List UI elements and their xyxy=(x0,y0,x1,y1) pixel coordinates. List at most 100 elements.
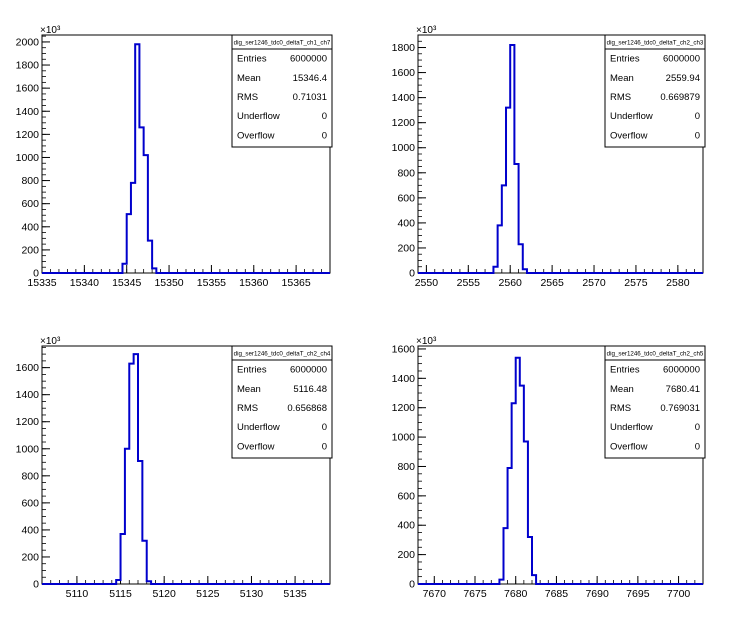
y-multiplier-label: ×10³ xyxy=(40,336,61,347)
x-tick-label: 15355 xyxy=(197,277,226,289)
stats-value: 6000000 xyxy=(290,365,327,376)
histogram-outline xyxy=(42,353,330,585)
y-tick-label: 1400 xyxy=(16,106,40,118)
x-tick-label: 2575 xyxy=(624,277,648,289)
y-axis: 0 200 400 600 800 1000 1200 1400 1600 xyxy=(16,346,50,591)
x-tick-label: 7695 xyxy=(626,588,650,600)
y-tick-label: 1800 xyxy=(16,60,40,72)
x-axis: 7670 7675 7680 7685 7690 7695 7700 xyxy=(417,576,704,600)
y-tick-label: 1600 xyxy=(392,343,416,355)
histogram-series xyxy=(418,44,703,274)
stats-label: Entries xyxy=(610,365,640,376)
stats-label: Entries xyxy=(237,54,267,65)
x-tick-label: 2565 xyxy=(540,277,564,289)
histogram-panel-1: 0 200 400 600 800 1000 1200 1400 1600 1800 2000×10… xyxy=(16,25,333,289)
stats-box-title: dig_ser1246_tdc0_deltaT_ch2_ch4 xyxy=(234,351,331,358)
y-tick-label: 200 xyxy=(21,244,39,256)
stats-label: Overflow xyxy=(610,130,648,141)
y-tick-label: 1600 xyxy=(16,362,40,374)
x-tick-label: 15335 xyxy=(27,277,56,289)
y-tick-label: 0 xyxy=(33,579,39,591)
stats-value: 0 xyxy=(322,111,327,122)
stats-label: Underflow xyxy=(237,422,280,433)
histogram-outline xyxy=(418,356,703,585)
x-tick-label: 15340 xyxy=(70,277,99,289)
y-tick-label: 1000 xyxy=(392,142,416,154)
stats-label: Overflow xyxy=(237,441,275,452)
y-tick-label: 0 xyxy=(33,268,39,280)
y-axis: 0 200 400 600 800 1000 1200 1400 1600 1800 xyxy=(392,34,426,280)
y-tick-label: 2000 xyxy=(16,36,40,48)
y-tick-label: 200 xyxy=(397,242,415,254)
x-tick-label: 5120 xyxy=(153,588,177,600)
x-tick-label: 15345 xyxy=(112,277,141,289)
x-tick-label: 15360 xyxy=(239,277,268,289)
stats-value: 0 xyxy=(695,130,700,141)
stats-label: Underflow xyxy=(610,111,653,122)
x-tick-label: 15365 xyxy=(282,277,311,289)
histogram-outline xyxy=(418,44,703,274)
y-tick-label: 1600 xyxy=(392,67,416,79)
y-tick-label: 400 xyxy=(397,217,415,229)
y-tick-label: 600 xyxy=(397,192,415,204)
x-tick-label: 2550 xyxy=(415,277,439,289)
y-tick-label: 1200 xyxy=(16,416,40,428)
y-tick-label: 400 xyxy=(21,524,39,536)
y-multiplier-label: ×10³ xyxy=(40,25,61,36)
stats-box: dig_ser1246_tdc0_deltaT_ch2_ch5 Entries 60… xyxy=(604,345,706,459)
y-multiplier-label: ×10³ xyxy=(416,25,437,36)
stats-label: Mean xyxy=(610,73,634,84)
stats-value: 2559.94 xyxy=(666,73,700,84)
stats-box-frame xyxy=(231,34,333,148)
histogram-series xyxy=(418,356,703,585)
y-tick-label: 200 xyxy=(397,549,415,561)
stats-label: RMS xyxy=(610,92,631,103)
stats-box-title: dig_ser1246_tdc0_deltaT_ch2_ch5 xyxy=(607,351,704,358)
stats-box-title: dig_ser1246_tdc0_deltaT_ch2_ch3 xyxy=(607,40,704,47)
x-axis: 15335 15340 15345 15350 15355 15360 15365 xyxy=(27,265,331,289)
y-tick-label: 600 xyxy=(397,490,415,502)
histogram-series xyxy=(42,43,330,274)
y-tick-label: 600 xyxy=(21,497,39,509)
x-tick-label: 15350 xyxy=(154,277,183,289)
stats-value: 7680.41 xyxy=(666,384,700,395)
stats-box-frame xyxy=(604,34,706,148)
y-tick-label: 400 xyxy=(21,221,39,233)
stats-label: Entries xyxy=(237,365,267,376)
y-tick-label: 1200 xyxy=(392,117,416,129)
x-tick-label: 7700 xyxy=(667,588,691,600)
y-multiplier-label: ×10³ xyxy=(416,336,437,347)
y-tick-label: 1000 xyxy=(16,443,40,455)
y-tick-label: 1200 xyxy=(16,129,40,141)
y-tick-label: 600 xyxy=(21,198,39,210)
stats-label: Mean xyxy=(237,73,261,84)
y-tick-label: 0 xyxy=(409,579,415,591)
stats-value: 6000000 xyxy=(663,54,700,65)
x-tick-label: 5110 xyxy=(66,588,89,600)
x-tick-label: 5115 xyxy=(109,588,132,600)
stats-label: Mean xyxy=(237,384,261,395)
stats-box: dig_ser1246_tdc0_deltaT_ch1_ch7 Entries 60… xyxy=(231,34,333,148)
x-tick-label: 7675 xyxy=(463,588,487,600)
y-tick-label: 200 xyxy=(21,551,39,563)
stats-value: 0 xyxy=(695,111,700,122)
stats-value: 0.71031 xyxy=(293,92,327,103)
stats-box-title: dig_ser1246_tdc0_deltaT_ch1_ch7 xyxy=(234,40,331,47)
stats-value: 0.669879 xyxy=(660,92,700,103)
stats-label: RMS xyxy=(237,403,258,414)
stats-label: Underflow xyxy=(610,422,653,433)
stats-label: RMS xyxy=(237,92,258,103)
x-axis: 5110 5115 5120 5125 5130 5135 xyxy=(41,576,331,600)
stats-label: Entries xyxy=(610,54,640,65)
y-tick-label: 800 xyxy=(397,461,415,473)
x-tick-label: 7690 xyxy=(585,588,609,600)
x-tick-label: 5130 xyxy=(240,588,264,600)
stats-box: dig_ser1246_tdc0_deltaT_ch2_ch4 Entries 60… xyxy=(231,345,333,459)
stats-label: Underflow xyxy=(237,111,280,122)
stats-label: Overflow xyxy=(237,130,275,141)
histogram-outline xyxy=(42,43,330,274)
y-tick-label: 1400 xyxy=(392,92,416,104)
stats-value: 0.769031 xyxy=(660,403,700,414)
